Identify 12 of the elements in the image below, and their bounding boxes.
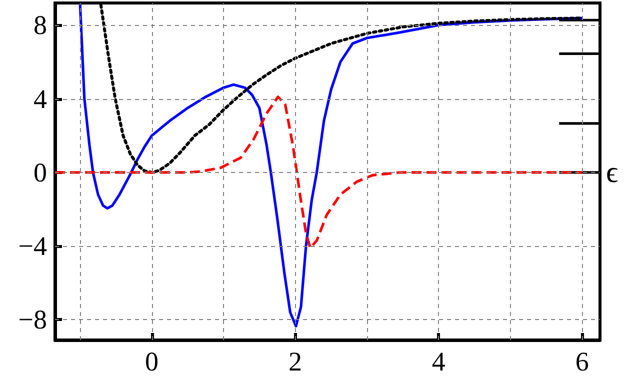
- y-tick-label: 8: [34, 10, 47, 40]
- line-series: [54, 96, 584, 250]
- x-tick-label: 2: [288, 346, 302, 376]
- x-tick-label: 0: [145, 346, 159, 376]
- line-series: [78, 4, 584, 328]
- annotation: ϵ: [606, 156, 618, 189]
- y-tick-label: −8: [18, 304, 47, 335]
- y-tick-label: 4: [34, 84, 48, 114]
- y-tick-label: −4: [18, 231, 48, 262]
- x-tick-label: 6: [575, 346, 589, 376]
- y-tick-label: 0: [34, 157, 47, 188]
- x-tick-label: 4: [432, 346, 446, 376]
